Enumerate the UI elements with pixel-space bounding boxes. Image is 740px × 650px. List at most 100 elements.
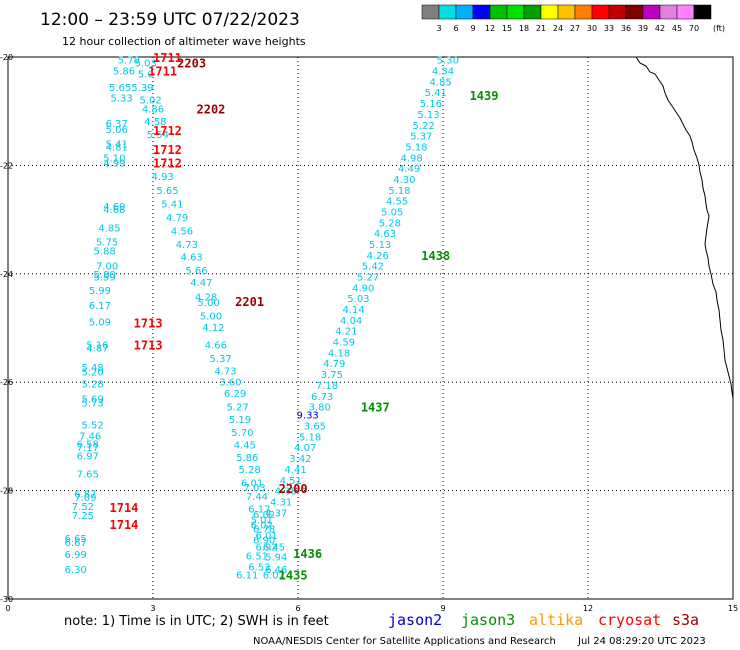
wave-height-value: 4.85 (429, 77, 451, 88)
colorbar-label: 39 (638, 24, 648, 33)
wave-height-value: 6.53 (248, 562, 270, 573)
colorbar-swatch (455, 4, 474, 20)
wave-height-value: 7.03 (243, 483, 265, 494)
satellite-legend-jason2: jason2 (388, 611, 442, 629)
wave-height-value: 4.63 (374, 229, 396, 240)
wave-height-value: 6.29 (224, 389, 246, 400)
wave-height-value: 4.93 (152, 172, 174, 183)
pass-time-label: 2203 (177, 56, 206, 70)
colorbar-label: 24 (553, 24, 563, 33)
wave-height-value: 5.02 (139, 95, 161, 106)
pass-time-label: 2201 (235, 295, 264, 309)
satellite-legend-cryosat: cryosat (598, 611, 661, 629)
satellite-legend-s3a: s3a (672, 611, 699, 629)
wave-height-value: 5.27 (357, 273, 379, 284)
wave-height-value: 5.16 (86, 340, 108, 351)
wave-height-value: 6.51 (246, 552, 268, 563)
y-tick-label: -22 (0, 161, 13, 170)
satellite-legend-altika: altika (529, 611, 583, 629)
wave-height-value: 6.01 (241, 478, 263, 489)
wave-height-value: 7.18 (316, 381, 338, 392)
wave-height-value: 5.86 (113, 67, 135, 78)
wave-height-value: 4.56 (171, 226, 193, 237)
wave-height-value: 7.09 (74, 493, 96, 504)
wave-height-value: 6.99 (65, 550, 87, 561)
colorbar-swatch (608, 4, 627, 20)
colorbar-label: 30 (587, 24, 597, 33)
pass-time-label: 1713 (134, 338, 163, 352)
wave-height-value: 4.59 (333, 338, 355, 349)
wave-height-value: 6.02 (251, 521, 273, 532)
colorbar-label: 70 (689, 24, 699, 33)
colorbar-swatch (642, 4, 661, 20)
chart-title: 12:00 – 23:59 UTC 07/22/2023 (40, 10, 300, 30)
colorbar-label: 33 (604, 24, 614, 33)
wave-height-value: 5.30 (437, 56, 459, 67)
wave-height-value: 5.33 (110, 94, 132, 105)
wave-height-value: 5.20 (81, 367, 103, 378)
wave-height-value: 5.09 (89, 317, 111, 328)
wave-height-value: 6.46 (265, 565, 287, 576)
wave-height-value: 5.06 (106, 125, 128, 136)
wave-height-value: 5.03 (347, 294, 369, 305)
coastline (635, 56, 734, 399)
colorbar-unit: (ft) (713, 24, 725, 33)
wave-height-value: 6.73 (311, 392, 333, 403)
wave-height-value: 4.18 (328, 348, 350, 359)
wave-height-value: 5.13 (417, 110, 439, 121)
wave-height-value: 5.59 (94, 273, 116, 284)
pass-time-label: 1712 (153, 124, 182, 138)
wave-height-value: 5.42 (362, 262, 384, 273)
wave-height-value: 6.67 (65, 538, 87, 549)
wave-height-value: 6.02 (263, 571, 285, 582)
pass-time-label: 1712 (153, 143, 182, 157)
wave-height-value: 5.69 (81, 394, 103, 405)
wave-height-value: 7.46 (79, 431, 101, 442)
y-tick-label: -30 (0, 595, 13, 604)
wave-height-value: 4.68 (103, 205, 125, 216)
wave-height-value: 4.28 (195, 293, 217, 304)
y-tick-label: -26 (0, 378, 13, 387)
wave-height-value: 5.01 (251, 515, 273, 526)
wave-height-value: 5.10 (103, 153, 125, 164)
wave-height-points: 5.785.035.86 5.05.655.395.33 5.024.864.586… (65, 56, 459, 582)
pass-time-label: 1435 (279, 569, 308, 583)
wave-height-value: 5.80 (94, 270, 116, 281)
wave-height-value: 4.98 (400, 153, 422, 164)
wave-height-value: 5.28 (81, 379, 103, 390)
wave-height-value: 6.78 (253, 525, 275, 536)
pass-time-label: 1711 (153, 51, 182, 65)
wave-height-value: 3.80 (309, 403, 331, 414)
colorbar-swatch (574, 4, 593, 20)
wave-height-value: 4.14 (342, 305, 364, 316)
colorbar-label: 36 (621, 24, 631, 33)
wave-height-value: 4.63 (181, 252, 203, 263)
wave-height-value: 5.41 (425, 88, 447, 99)
pass-time-label: 1714 (110, 501, 139, 515)
x-tick-label: 0 (5, 604, 10, 613)
wave-height-value: 5.99 (89, 286, 111, 297)
wave-height-value: 4.79 (166, 213, 188, 224)
wave-height-value: 5.16 (420, 99, 442, 110)
wave-height-value: 5.88 (94, 246, 116, 257)
wave-height-value: 5.41 (106, 140, 128, 151)
colorbar-swatch (421, 4, 440, 20)
colorbar-label: 15 (502, 24, 512, 33)
colorbar-swatch (438, 4, 457, 20)
colorbar-swatch (489, 4, 508, 20)
wave-height-value: 4.07 (294, 443, 316, 454)
satellite-legend-jason3: jason3 (461, 611, 515, 629)
wave-height-value: 4.49 (398, 164, 420, 175)
wave-height-value: 6.97 (77, 451, 99, 462)
pass-time-label: 1439 (470, 89, 499, 103)
wave-height-value: 4.21 (335, 327, 357, 338)
wave-height-value: 6.17 (248, 504, 270, 515)
wave-height-value: 5.65 (156, 186, 178, 197)
wave-height-value: 5.94 (265, 553, 287, 564)
colorbar-swatch (540, 4, 559, 20)
wave-height-value: 6.01 (255, 531, 277, 542)
colorbar-swatch (625, 4, 644, 20)
wave-height-value: 5.18 (299, 432, 321, 443)
x-tick-label: 9 (440, 604, 445, 613)
pass-time-label: 1438 (421, 249, 450, 263)
